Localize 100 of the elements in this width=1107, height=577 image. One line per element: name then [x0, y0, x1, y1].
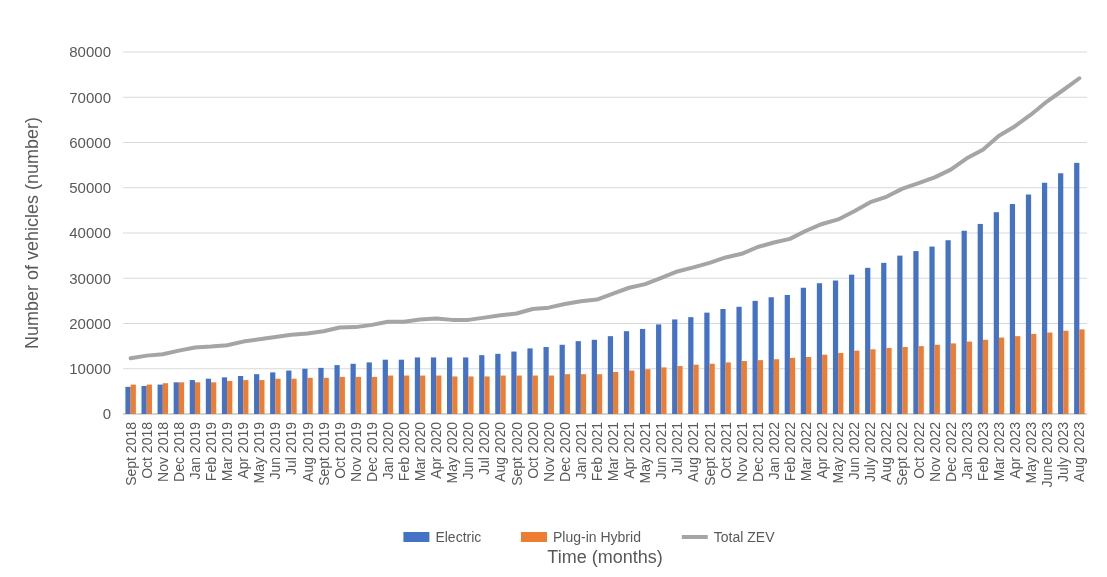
bar [511, 351, 517, 414]
x-tick-label: Jul 2021 [669, 421, 686, 475]
bar [334, 365, 340, 414]
bar [704, 312, 710, 414]
x-tick-label: Oct 2021 [717, 421, 734, 479]
x-tick-label: Aug 2022 [878, 421, 895, 482]
bar [966, 341, 973, 414]
x-tick-label: Feb 2020 [396, 421, 412, 482]
bar [323, 377, 329, 414]
bar [146, 384, 152, 414]
x-tick-label: Jan 2021 [572, 421, 589, 480]
bar [596, 374, 603, 414]
x-tick-label: Oct 2022 [910, 421, 927, 479]
bar [382, 359, 388, 414]
bar [420, 375, 426, 414]
bar [398, 359, 404, 414]
x-tick-label: Dec 2020 [556, 421, 573, 482]
bar [162, 383, 169, 414]
bar [677, 366, 683, 414]
bar [516, 375, 522, 414]
bar [768, 297, 774, 414]
bar [897, 255, 903, 414]
bar [929, 246, 935, 414]
x-tick-label: May 2020 [444, 421, 461, 484]
bar [613, 371, 619, 414]
x-tick-label: Sept 2019 [315, 421, 332, 486]
bar [886, 347, 892, 414]
x-tick-label: Mar 2021 [605, 421, 622, 482]
x-tick-label: Dec 2022 [942, 421, 959, 482]
x-tick-label: Nov 2021 [733, 421, 750, 482]
bar [527, 348, 533, 414]
x-tick-label: Aug 2023 [1071, 421, 1088, 482]
bar [709, 363, 715, 414]
x-tick-label: May 2023 [1023, 421, 1040, 484]
bar [870, 349, 876, 414]
bar [355, 376, 361, 414]
y-tick-label: 10000 [69, 360, 111, 377]
bar [1058, 173, 1064, 414]
x-tick-label: Nov 2018 [154, 421, 171, 482]
x-tick-label: Mar 2019 [219, 421, 236, 482]
x-tick-label: Aug 2019 [299, 421, 316, 482]
bar [629, 370, 635, 414]
bar [286, 370, 292, 414]
bar [977, 223, 983, 414]
bar [564, 374, 571, 414]
bar [661, 367, 667, 414]
bar [366, 362, 372, 414]
x-tick-label: Jun 2020 [460, 421, 477, 480]
bar [387, 375, 394, 414]
bar [961, 230, 967, 414]
x-tick-label: Sept 2021 [701, 421, 718, 486]
y-axis-title: Number of vehicles (number) [22, 116, 42, 350]
y-tick-label: 60000 [69, 133, 111, 151]
bar [463, 357, 469, 414]
bar [548, 375, 554, 414]
x-tick-label: Apr 2022 [814, 421, 831, 479]
x-tick-label: Jun 2019 [267, 421, 284, 480]
bar [736, 306, 742, 414]
bar [130, 384, 136, 414]
x-tick-label: Apr 2020 [428, 421, 445, 479]
x-tick-label: Nov 2020 [540, 421, 557, 482]
bar [495, 353, 501, 414]
x-tick-label: Feb 2021 [588, 421, 605, 482]
x-tick-label: May 2021 [637, 421, 654, 484]
bar [125, 386, 131, 414]
bar [259, 380, 265, 414]
x-tick-label: Jan 2020 [379, 421, 396, 480]
bar [945, 240, 951, 414]
x-tick-label: Feb 2019 [203, 421, 220, 482]
bar [806, 356, 812, 414]
bar [816, 283, 823, 414]
x-tick-label: Sept 2022 [894, 421, 911, 486]
x-tick-label: Sept 2018 [122, 421, 139, 486]
x-tick-label: Jan 2019 [186, 421, 203, 480]
bar [725, 362, 731, 414]
bar [205, 378, 212, 414]
bar [1063, 330, 1069, 414]
x-tick-label: Oct 2018 [138, 421, 155, 479]
bar [173, 382, 179, 414]
bar [500, 375, 506, 414]
x-tick-label: Apr 2023 [1007, 421, 1024, 479]
bar [318, 367, 324, 414]
y-tick-label: 20000 [69, 314, 111, 332]
bar [452, 376, 458, 414]
bar [998, 337, 1005, 414]
bar [291, 378, 297, 414]
bar [918, 346, 924, 414]
bar [302, 368, 308, 414]
x-tick-label: Mar 2020 [412, 421, 429, 482]
bar [656, 324, 662, 414]
bar [902, 347, 908, 414]
x-tick-label: Mar 2023 [990, 421, 1007, 482]
x-tick-label: Jun 2022 [846, 421, 863, 480]
x-tick-label: Dec 2019 [363, 421, 380, 482]
y-tick-label: 70000 [69, 88, 111, 106]
bar [591, 339, 597, 414]
bar [339, 376, 345, 414]
legend-label: Electric [435, 528, 482, 545]
bar [993, 212, 999, 414]
y-tick-label: 0 [102, 405, 111, 423]
